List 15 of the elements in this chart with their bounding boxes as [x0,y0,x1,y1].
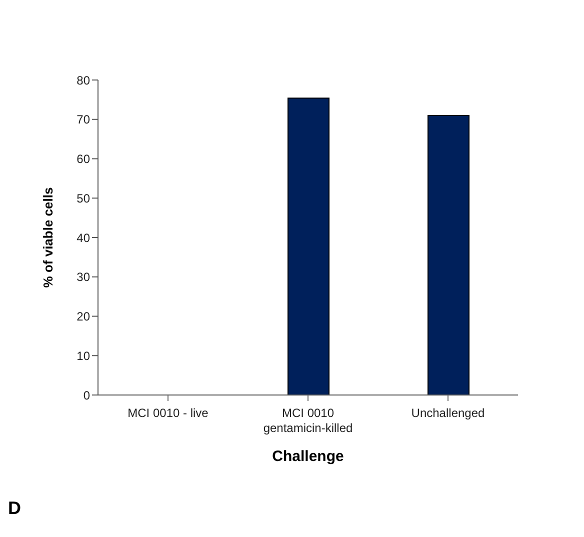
y-tick-label: 20 [76,310,90,324]
y-tick-label: 0 [83,388,90,402]
y-tick-label: 70 [76,112,90,127]
y-axis-title: % of viable cells [40,187,56,288]
y-tick-label: 60 [76,152,90,166]
text: D [8,498,21,519]
x-tick-label: Unchallenged [411,406,485,420]
x-tick-label: MCI 0010 - live [128,406,209,420]
x-axis-title: Challenge [272,448,344,465]
y-tick-label: 50 [76,191,90,206]
x-tick-label: MCI 0010 gentamicin-killed [263,406,353,435]
y-tick-label: 40 [76,230,90,245]
y-tick-label: 30 [76,270,90,284]
y-tick-label: 10 [76,348,90,363]
y-tick-label: 80 [76,73,90,88]
